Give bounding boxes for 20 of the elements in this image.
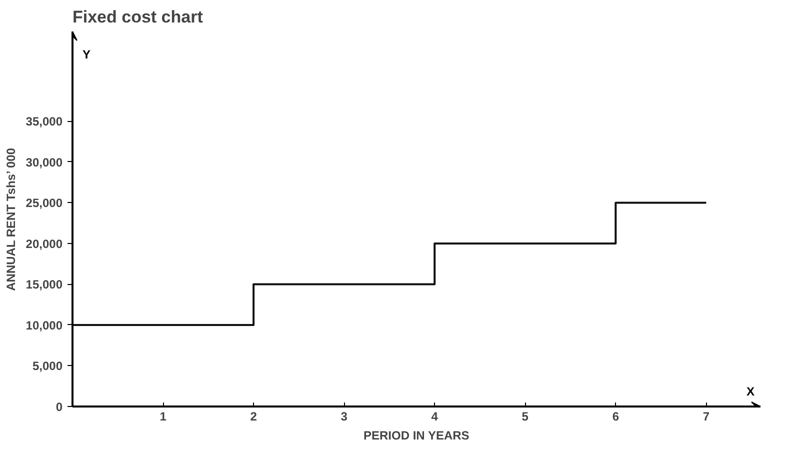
y-tick-label: 10,000 xyxy=(26,318,63,332)
chart-title: Fixed cost chart xyxy=(72,8,204,26)
x-tick-label: 5 xyxy=(522,410,529,424)
y-tick-label: 30,000 xyxy=(26,155,63,170)
y-axis-title: ANNUAL RENT Tshs’ 000 xyxy=(4,148,18,291)
y-tick-label: 20,000 xyxy=(26,236,63,251)
x-tick-label: 3 xyxy=(340,410,348,424)
y-tick-label: 15,000 xyxy=(26,278,63,292)
x-tick-label: 4 xyxy=(431,410,438,424)
x-tick-label: 1 xyxy=(160,410,167,424)
y-tick-label: 35,000 xyxy=(26,114,63,129)
x-tick-label: 2 xyxy=(250,410,258,424)
y-tick-label: 5,000 xyxy=(32,359,63,374)
x-tick-label: 7 xyxy=(702,410,710,424)
annotation: X xyxy=(746,384,755,398)
y-tick-label: 0 xyxy=(56,400,63,414)
x-tick-label: 6 xyxy=(612,410,620,424)
x-axis-title: PERIOD IN YEARS xyxy=(363,428,470,442)
y-tick-label: 25,000 xyxy=(26,196,63,210)
annotation: Y xyxy=(82,48,91,62)
